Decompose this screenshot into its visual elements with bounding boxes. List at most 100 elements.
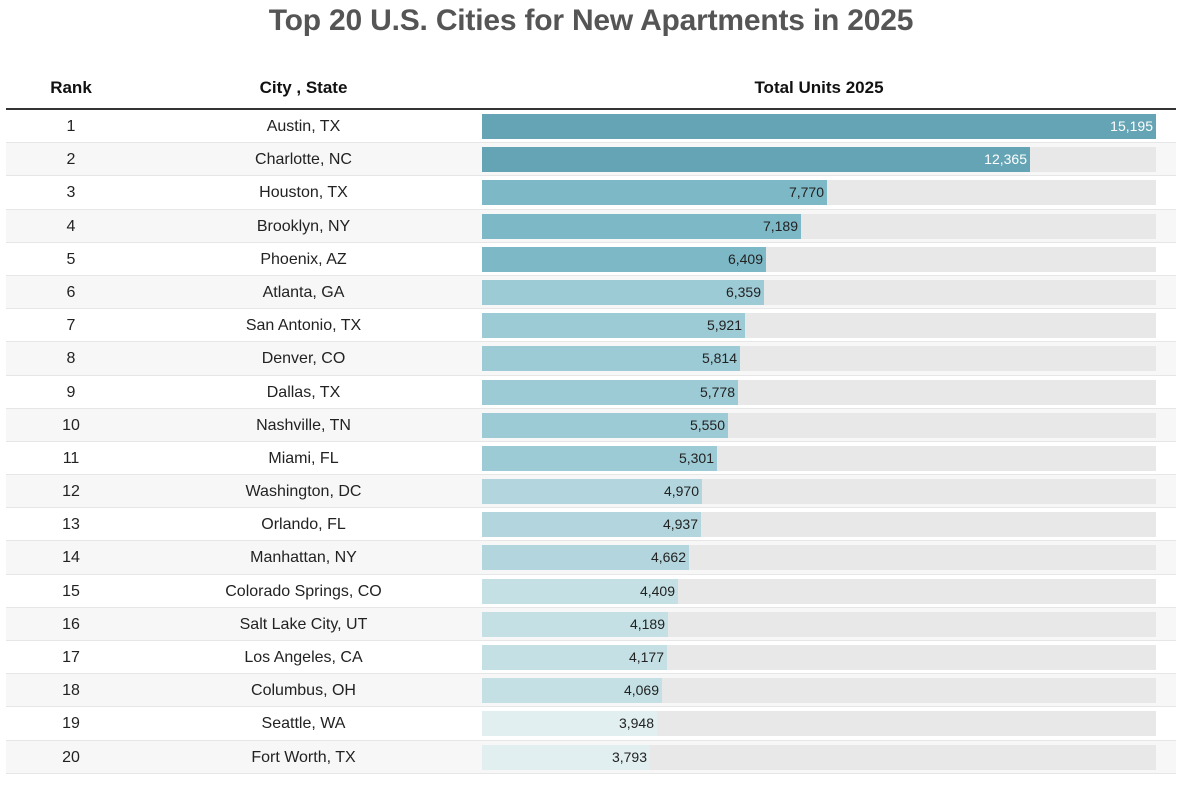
bar-4 [482,213,801,239]
city-cell: Houston, TX [259,184,348,202]
value-label: 5,814 [701,350,737,367]
bar-6 [482,279,764,305]
value-label: 3,793 [611,748,647,765]
bar-18 [482,678,662,704]
table-row: 15 Colorado Springs, CO 4,409 [6,575,1176,608]
city-cell: Dallas, TX [266,383,341,401]
rank-cell: 9 [66,383,76,401]
bar-track: 4,970 [482,479,1156,505]
city-cell: Seattle, WA [261,715,346,733]
city-cell: Manhattan, NY [250,549,357,567]
rank-cell: 18 [62,682,80,700]
column-header-rank: Rank [50,78,92,97]
value-label: 15,195 [1110,118,1153,134]
table-row: 8 Denver, CO 5,814 [6,342,1176,376]
column-header-city: City , State [259,78,348,97]
bar-track: 12,365 [482,147,1156,173]
bar-track: 15,195 [482,114,1156,139]
value-label: 5,921 [706,317,742,334]
rank-cell: 10 [62,416,80,434]
table-row: 7 San Antonio, TX 5,921 [6,309,1176,343]
rank-cell: 15 [62,582,80,600]
table-row: 18 Columbus, OH 4,069 [6,674,1176,708]
value-label: 5,778 [699,383,735,400]
value-label: 4,937 [662,516,698,533]
city-cell: Brooklyn, NY [256,217,351,235]
table-row: 5 Phoenix, AZ 6,409 [6,243,1176,276]
bar-track: 4,069 [482,678,1156,704]
city-cell: Washington, DC [245,483,362,501]
city-cell: Salt Lake City, UT [239,615,368,633]
bar-track: 5,550 [482,412,1156,438]
value-label: 4,177 [628,649,664,665]
bar-2 [482,147,1030,173]
bar-15 [482,578,678,604]
bar-track: 5,301 [482,445,1156,471]
rank-cell: 8 [66,350,76,368]
value-label: 4,409 [639,582,675,599]
city-cell: Colorado Springs, CO [225,582,382,600]
chart-title: Top 20 U.S. Cities for New Apartments in… [268,4,914,37]
bar-track: 4,189 [482,611,1156,637]
table-row: 13 Orlando, FL 4,937 [6,508,1176,542]
rank-cell: 3 [66,184,76,202]
rank-cell: 4 [66,217,76,235]
value-label: 7,189 [762,217,798,234]
bar-3 [482,180,827,206]
city-cell: San Antonio, TX [245,317,362,335]
city-cell: Los Angeles, CA [244,649,363,666]
city-cell: Charlotte, NC [255,151,352,169]
rank-cell: 2 [66,151,76,169]
bar-7 [482,313,745,339]
bar-track: 6,359 [482,279,1156,305]
value-label: 4,970 [663,483,699,500]
table-row: 14 Manhattan, NY 4,662 [6,541,1176,575]
value-label: 12,365 [984,151,1027,168]
value-label: 4,069 [623,682,659,699]
bar-track: 5,778 [482,379,1156,405]
bar-1 [482,114,1156,139]
bar-track: 7,770 [482,180,1156,206]
rank-cell: 13 [62,516,80,534]
table-header: Rank City , State Total Units 2025 [6,70,1176,110]
bar-14 [482,545,689,571]
city-cell: Nashville, TN [256,416,351,434]
rank-cell: 1 [66,118,76,135]
table-row: 3 Houston, TX 7,770 [6,176,1176,210]
bar-track: 6,409 [482,246,1156,272]
rank-cell: 14 [62,549,80,567]
city-cell: Denver, CO [261,350,346,368]
bar-track: 3,948 [482,711,1156,737]
bar-13 [482,512,701,538]
city-cell: Fort Worth, TX [251,748,356,766]
bar-17 [482,645,667,670]
bar-track: 3,793 [482,744,1156,770]
rank-cell: 7 [66,317,76,335]
value-label: 3,948 [618,715,654,732]
city-cell: Orlando, FL [261,516,346,534]
bar-track: 4,662 [482,545,1156,571]
table-row: 1 Austin, TX 15,195 [6,110,1176,144]
rank-cell: 12 [62,483,80,501]
bar-16 [482,611,668,637]
table-row: 10 Nashville, TN 5,550 [6,408,1176,442]
value-label: 7,770 [788,184,824,201]
bar-track: 5,921 [482,313,1156,339]
table-row: 9 Dallas, TX 5,778 [6,376,1176,409]
value-label: 4,189 [629,615,665,632]
rank-cell: 20 [62,748,80,766]
rank-cell: 5 [66,250,76,268]
table-row: 17 Los Angeles, CA 4,177 [6,641,1176,675]
bar-20 [482,744,650,770]
bar-track: 4,177 [482,645,1156,670]
rank-cell: 17 [62,649,80,666]
table-row: 6 Atlanta, GA 6,359 [6,275,1176,310]
bar-track: 4,937 [482,512,1156,538]
value-label: 6,409 [727,250,763,267]
rank-cell: 6 [66,283,76,301]
value-label: 6,359 [725,283,761,300]
bar-19 [482,711,657,737]
column-header-total-units: Total Units 2025 [754,78,884,97]
rank-cell: 16 [62,615,80,633]
table-row: 16 Salt Lake City, UT 4,189 [6,607,1176,641]
